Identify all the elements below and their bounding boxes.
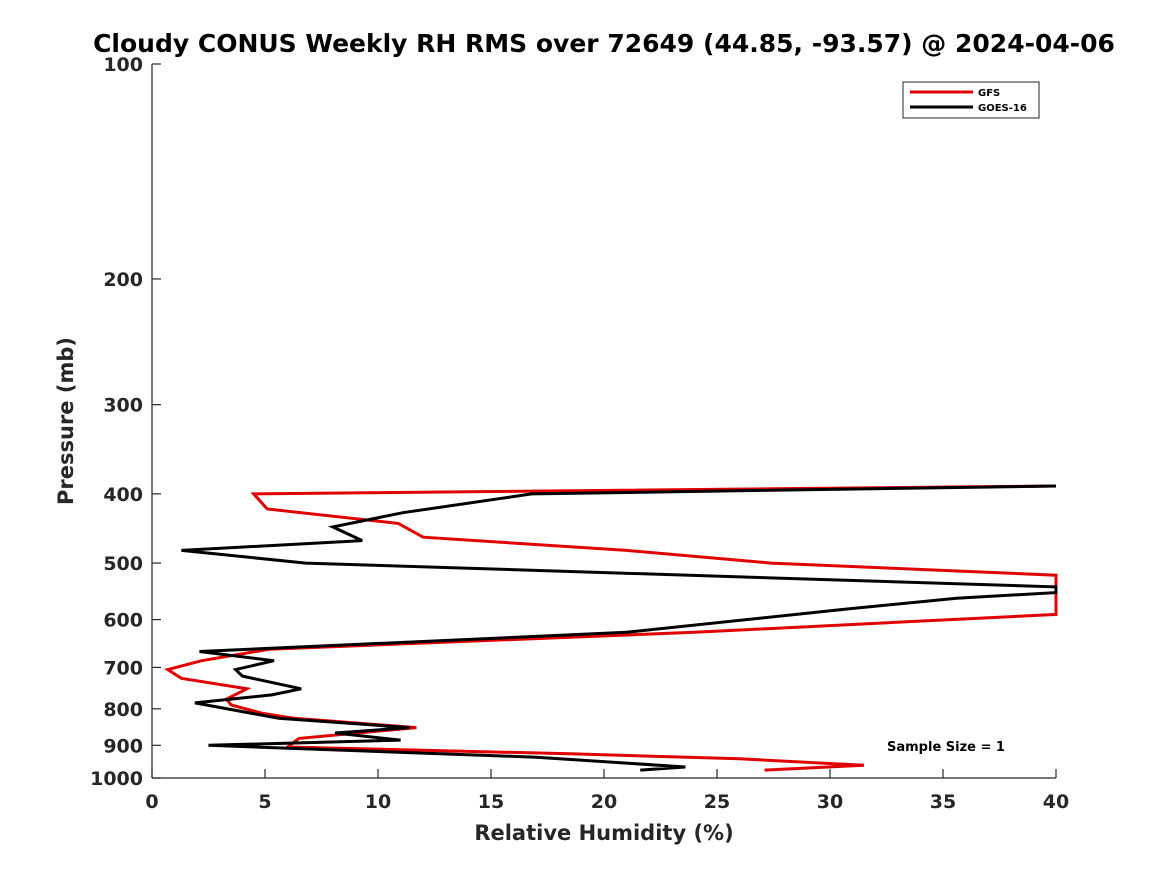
- x-tick-label: 25: [704, 791, 730, 813]
- y-tick-label: 500: [103, 553, 143, 575]
- legend: GFS GOES-16: [902, 81, 1040, 119]
- x-tick-label: 5: [258, 791, 271, 813]
- y-tick-label: 600: [103, 610, 143, 632]
- x-tick-label: 15: [478, 791, 504, 813]
- legend-box: [902, 81, 1040, 119]
- x-axis-label: Relative Humidity (%): [474, 821, 733, 845]
- legend-label-goes16: GOES-16: [978, 103, 1027, 114]
- y-tick-label: 100: [103, 54, 143, 76]
- chart-title: Cloudy CONUS Weekly RH RMS over 72649 (4…: [93, 29, 1115, 58]
- sample-size-annotation: Sample Size = 1: [887, 740, 1005, 755]
- y-ticks: 100 200 300 400 500 600 700 800 900 1000: [90, 54, 161, 790]
- x-tick-label: 35: [930, 791, 956, 813]
- series-line-goes16: [181, 484, 1058, 772]
- y-tick-label: 400: [103, 484, 143, 506]
- y-tick-label: 700: [103, 657, 143, 679]
- y-tick-label: 300: [103, 395, 143, 417]
- legend-label-gfs: GFS: [978, 88, 1000, 99]
- x-tick-label: 40: [1043, 791, 1069, 813]
- x-tick-label: 30: [817, 791, 843, 813]
- y-tick-label: 900: [103, 735, 143, 757]
- x-tick-label: 0: [145, 791, 158, 813]
- x-ticks: 0 5 10 15 20 25 30 35 40: [145, 769, 1069, 813]
- series-line-gfs: [164, 484, 1058, 772]
- x-tick-label: 10: [365, 791, 391, 813]
- y-tick-label: 800: [103, 699, 143, 721]
- y-tick-label: 1000: [90, 768, 143, 790]
- y-axis-label: Pressure (mb): [54, 337, 78, 505]
- series-lines: [164, 484, 1058, 772]
- y-tick-label: 200: [103, 269, 143, 291]
- x-tick-label: 20: [591, 791, 617, 813]
